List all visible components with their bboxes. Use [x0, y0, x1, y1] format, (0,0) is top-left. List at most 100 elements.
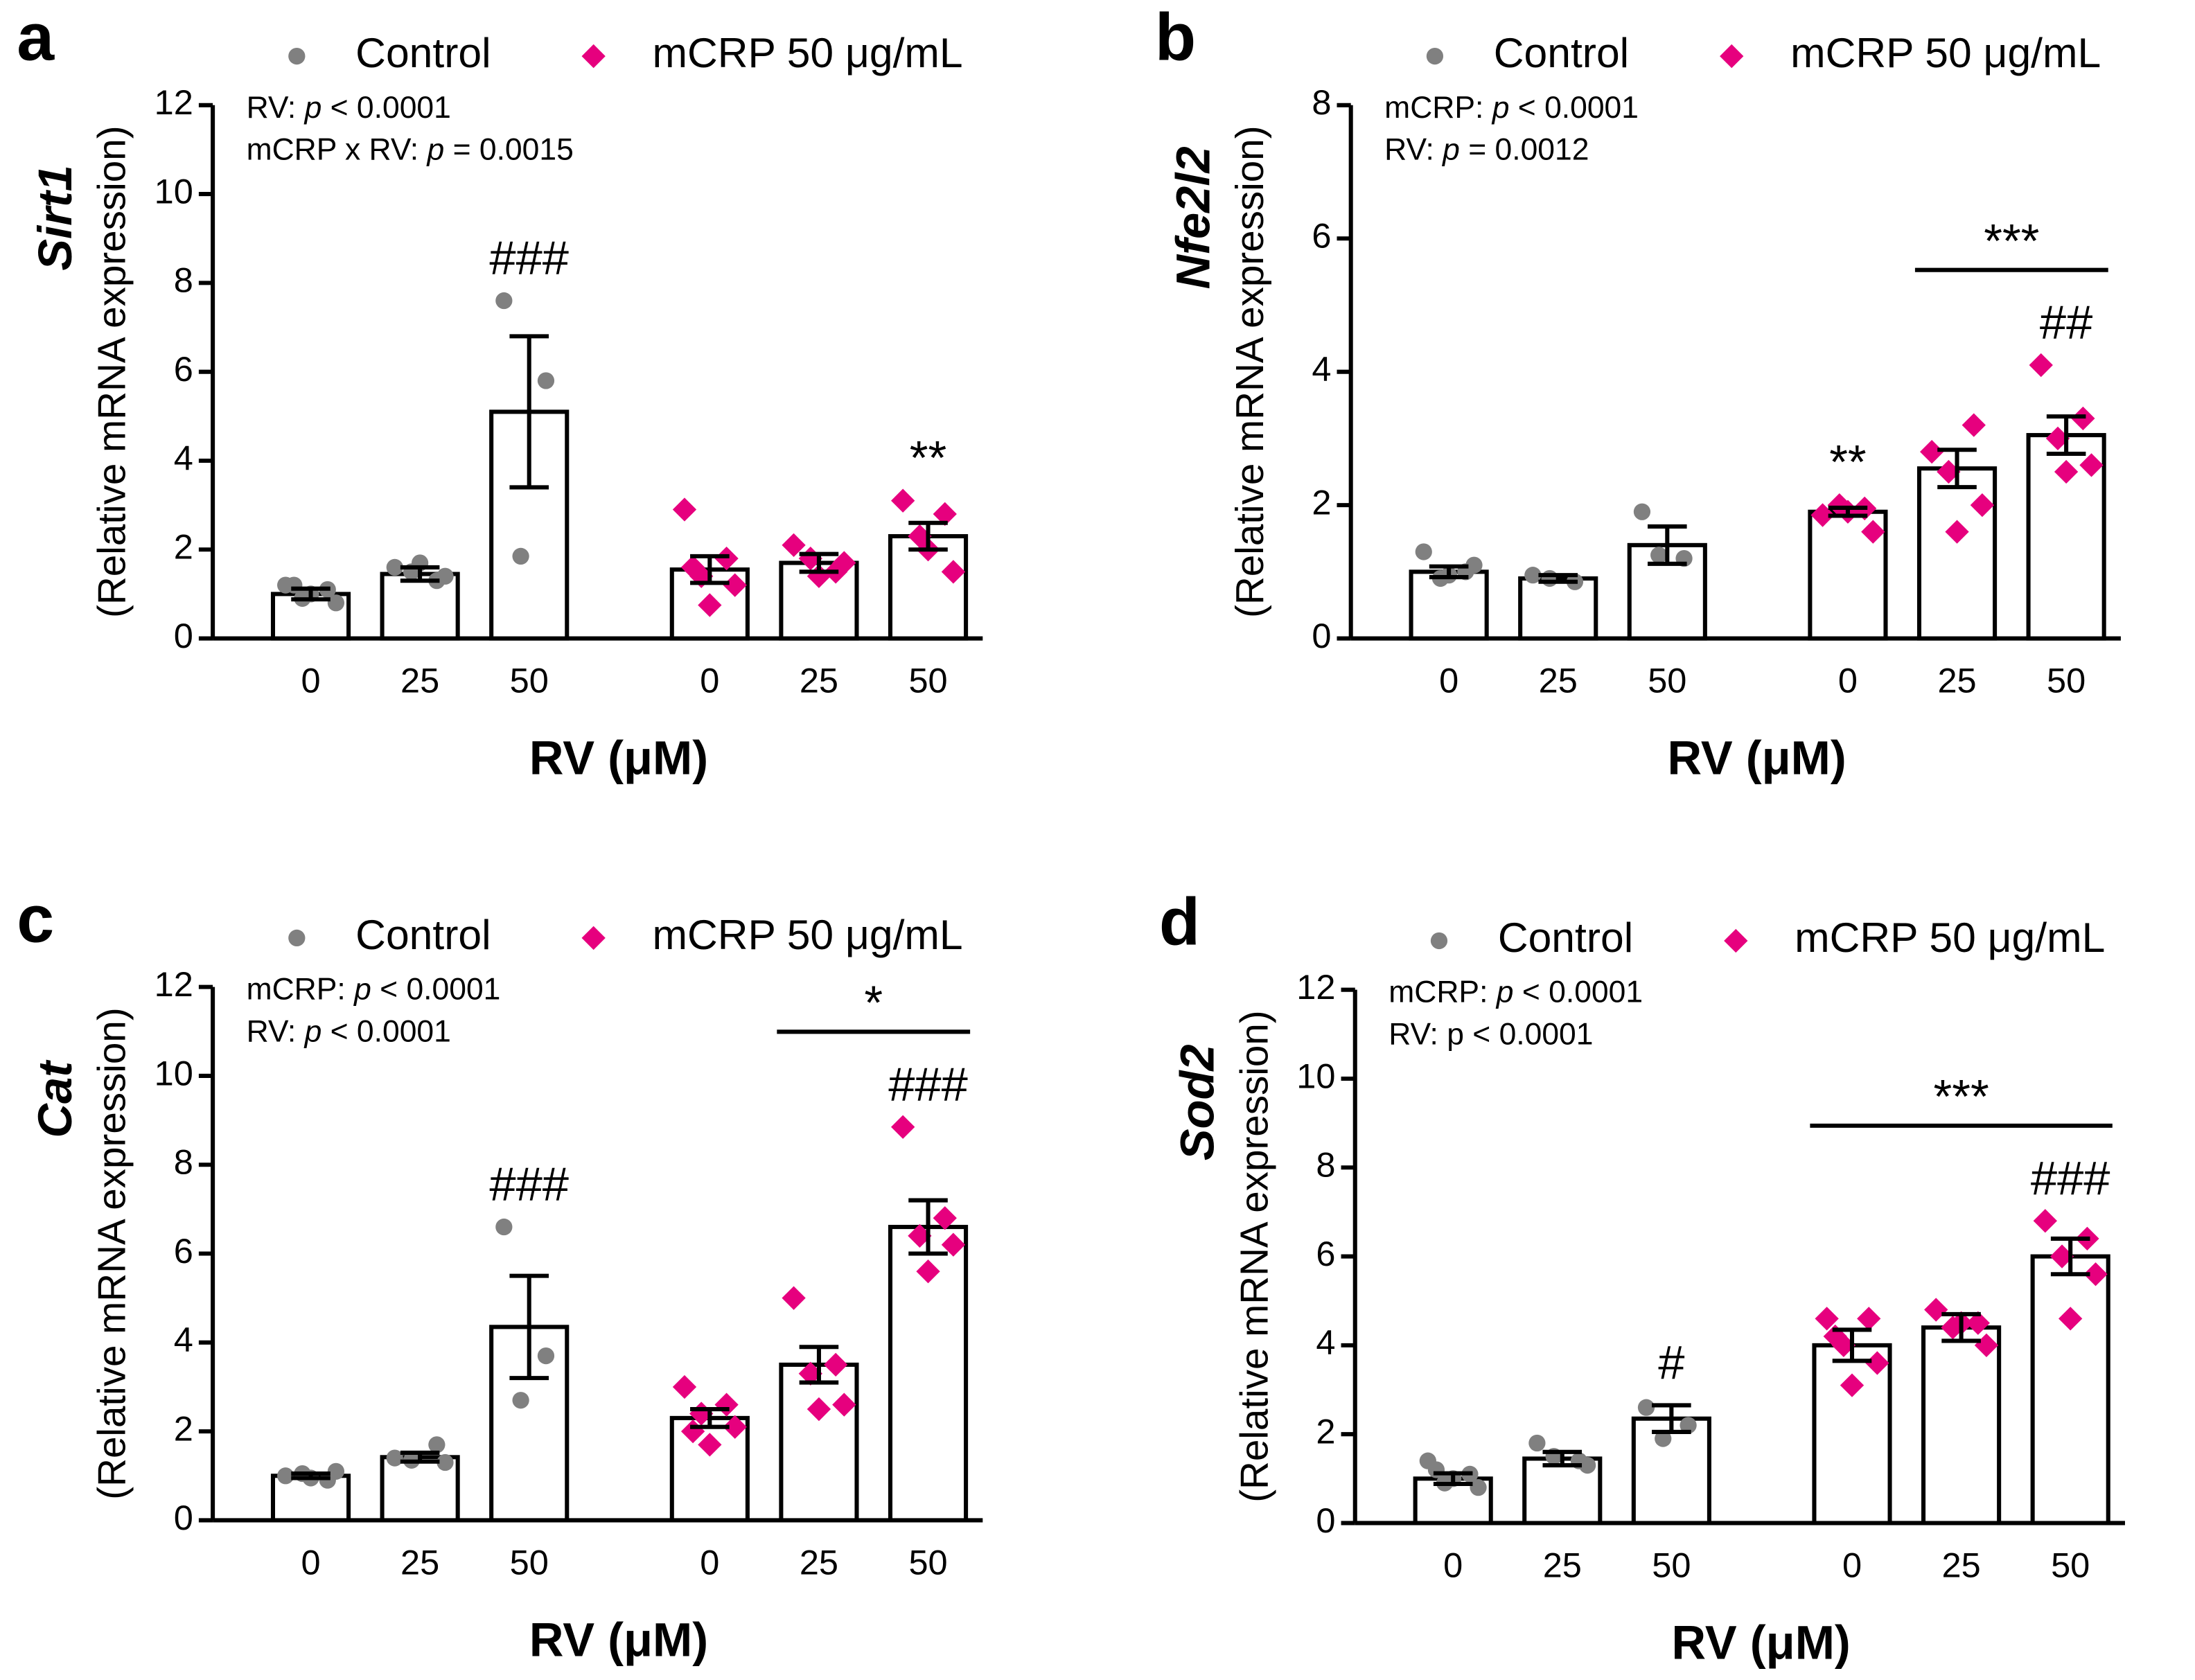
- data-point: [1655, 1430, 1672, 1447]
- x-tick-label: 25: [1543, 1545, 1582, 1584]
- y-label: Sirt1: [28, 165, 82, 271]
- data-point: [1865, 1351, 1889, 1375]
- data-point: [386, 558, 403, 576]
- legend-marker: [581, 926, 606, 950]
- data-point: [672, 497, 697, 522]
- data-point: [723, 573, 747, 597]
- legend-label: Control: [1498, 914, 1633, 961]
- y-tick-label: 6: [174, 1231, 193, 1271]
- data-point: [537, 1347, 555, 1365]
- x-label: RV (μM): [529, 731, 708, 784]
- stat-part: < 0.0001: [321, 1014, 451, 1048]
- data-point: [1970, 493, 1995, 518]
- legend-marker: [1430, 932, 1448, 950]
- legend-label: mCRP 50 μg/mL: [1790, 29, 2101, 76]
- significance: ###: [489, 1158, 569, 1211]
- data-point: [933, 1206, 957, 1230]
- data-point: [277, 1467, 294, 1485]
- x-label: RV (μM): [1667, 731, 1846, 784]
- y-label-sub: (Relative mRNA expression): [90, 125, 134, 617]
- x-tick-label: 0: [301, 1542, 320, 1582]
- data-point: [1815, 1307, 1839, 1331]
- data-point: [824, 1352, 848, 1377]
- x-tick-label: 50: [1648, 661, 1686, 700]
- stat-part: p: [1491, 91, 1510, 125]
- data-point: [806, 1397, 831, 1422]
- y-label-sub: (Relative mRNA expression): [1228, 125, 1271, 617]
- legend-label: mCRP 50 μg/mL: [653, 29, 963, 76]
- y-tick-label: 2: [1316, 1412, 1335, 1451]
- stat-part: p: [303, 91, 322, 125]
- y-tick-label: 8: [174, 260, 193, 300]
- x-tick-label: 25: [800, 661, 838, 700]
- legend-marker: [288, 47, 306, 65]
- significance: **: [1829, 436, 1866, 489]
- stat-text: mCRP: p < 0.0001: [1389, 975, 1643, 1009]
- data-point: [798, 1361, 822, 1386]
- stat-text: mCRP: p < 0.0001: [1384, 91, 1639, 125]
- data-point: [2083, 1262, 2108, 1286]
- stat-text: mCRP x RV: p = 0.0015: [247, 132, 574, 166]
- data-point: [672, 1374, 697, 1399]
- y-label: Sod2: [1171, 1044, 1224, 1160]
- bracket-label: *: [864, 976, 883, 1029]
- data-point: [1528, 1434, 1546, 1452]
- data-point: [1680, 1417, 1697, 1434]
- y-tick-label: 10: [155, 1053, 193, 1093]
- legend-marker: [1720, 44, 1744, 69]
- data-point: [1427, 1461, 1445, 1478]
- data-point: [1637, 1399, 1655, 1416]
- y-tick-label: 6: [174, 349, 193, 389]
- y-tick-label: 12: [155, 964, 193, 1004]
- x-tick-label: 50: [510, 661, 549, 700]
- legend-marker: [288, 929, 306, 947]
- stat-part: = 0.0015: [444, 132, 574, 166]
- y-tick-label: 2: [174, 1408, 193, 1448]
- data-point: [1465, 556, 1483, 574]
- panel: a Sirt1 (Relative mRNA expression) RV (μM) 0…: [17, 0, 983, 784]
- y-label-sub: (Relative mRNA expression): [1232, 1010, 1276, 1502]
- panel-label: a: [17, 0, 55, 74]
- x-tick-label: 25: [1937, 661, 1976, 700]
- bar: [1631, 1416, 1711, 1526]
- stat-part: mCRP:: [1389, 975, 1497, 1009]
- bracket-label: ***: [1933, 1070, 1989, 1124]
- y-tick-label: 0: [174, 616, 193, 655]
- x-tick-label: 50: [1652, 1545, 1691, 1584]
- data-point: [437, 1453, 454, 1471]
- panel: d Sod2 (Relative mRNA expression) RV (μM) 0 2…: [1159, 883, 2125, 1669]
- stat-part: mCRP:: [247, 972, 355, 1006]
- data-point: [891, 488, 915, 513]
- stat-part: RV: p < 0.0001: [1389, 1017, 1593, 1051]
- significance: **: [910, 431, 946, 484]
- data-point: [1966, 1311, 1990, 1335]
- legend-marker: [1426, 47, 1444, 65]
- stat-part: RV:: [247, 91, 305, 125]
- y-tick-label: 2: [174, 527, 193, 567]
- bar: [779, 1362, 859, 1523]
- y-tick-label: 0: [1316, 1501, 1335, 1540]
- x-label: RV (μM): [1672, 1616, 1851, 1669]
- data-point: [1541, 569, 1558, 587]
- data-point: [2033, 1209, 2057, 1233]
- y-tick-label: 10: [1296, 1056, 1335, 1095]
- legend-label: Control: [355, 911, 491, 958]
- y-tick-label: 8: [1316, 1145, 1335, 1185]
- significance: ###: [489, 231, 569, 285]
- y-tick-label: 8: [174, 1142, 193, 1182]
- y-tick-label: 4: [1312, 349, 1331, 389]
- x-tick-label: 25: [1539, 661, 1578, 700]
- data-point: [1962, 413, 1986, 437]
- stat-part: p: [426, 132, 445, 166]
- y-tick-label: 12: [1296, 967, 1335, 1007]
- legend-label: Control: [1494, 29, 1629, 76]
- y-tick-label: 4: [174, 1320, 193, 1359]
- data-point: [428, 1436, 446, 1453]
- x-tick-label: 50: [2051, 1545, 2090, 1584]
- x-tick-label: 50: [2047, 661, 2086, 700]
- x-tick-label: 0: [1838, 661, 1858, 700]
- stat-part: mCRP:: [1384, 91, 1492, 125]
- y-tick-label: 10: [155, 171, 193, 211]
- data-point: [714, 546, 739, 571]
